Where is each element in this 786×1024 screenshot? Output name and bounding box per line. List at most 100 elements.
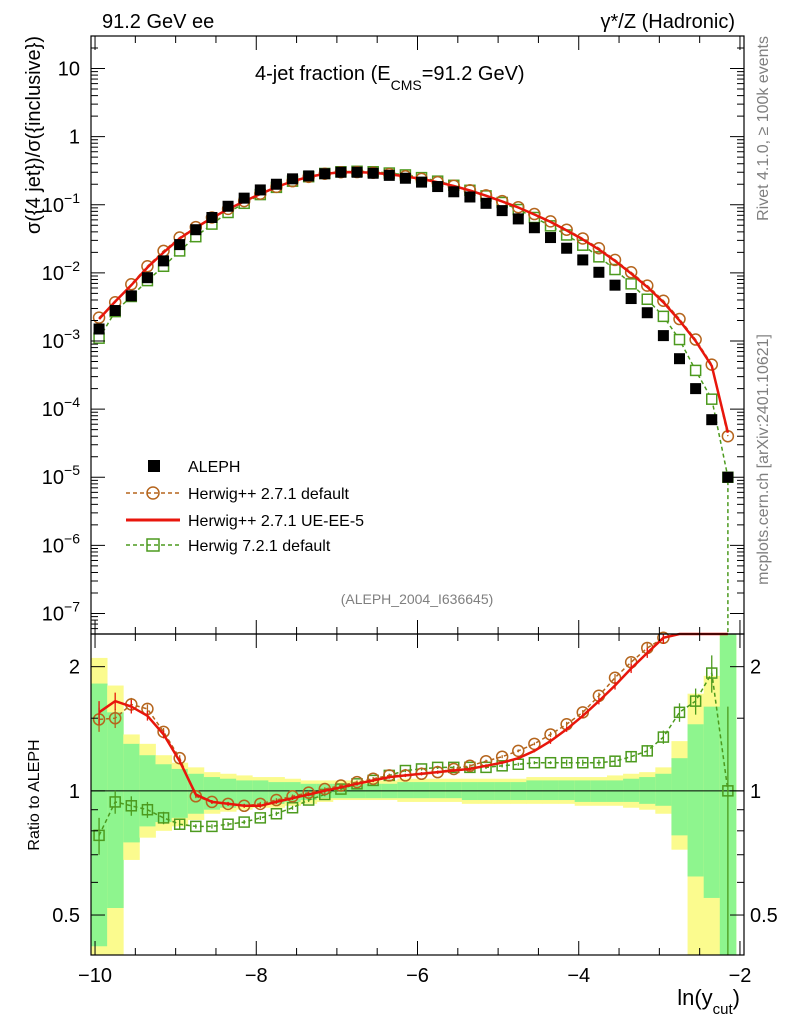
point-aleph	[238, 192, 250, 204]
ratio-point-herwig271-default	[463, 759, 477, 773]
point-aleph	[496, 205, 508, 217]
main-y-tick-label: 10−2	[42, 258, 80, 285]
x-tick-label: −4	[567, 965, 590, 987]
point-aleph	[206, 211, 218, 223]
band-inner-bin	[155, 764, 173, 823]
point-aleph	[593, 266, 605, 278]
process-label: γ*/Z (Hadronic)	[601, 11, 735, 33]
band-inner-bin	[236, 780, 253, 806]
point-herwig271-default	[657, 294, 670, 307]
point-herwig271-default	[528, 207, 541, 221]
band-inner-bin	[655, 773, 672, 806]
point-herwig721	[673, 333, 686, 346]
ratio-point-herwig721	[625, 750, 637, 763]
ratio-point-herwig721	[206, 820, 218, 833]
main-y-tick-base: 1	[69, 127, 80, 149]
point-aleph	[254, 184, 266, 196]
legend-label-herwig721: Herwig 7.2.1 default	[188, 538, 331, 555]
plot-title-subscript: CMS	[391, 77, 422, 93]
main-y-tick-exponent: −6	[64, 530, 80, 546]
ratio-point-herwig721	[496, 760, 508, 772]
point-aleph	[577, 254, 589, 266]
main-y-tick-label: 10−5	[42, 462, 80, 489]
main-y-tick-label: 10−3	[42, 326, 80, 353]
point-aleph	[706, 414, 718, 426]
energy-label: 91.2 GeV ee	[102, 11, 214, 33]
point-herwig271-default	[689, 333, 702, 346]
legend-entry-aleph: ALEPH	[148, 459, 240, 476]
plot-title-main: 4-jet fraction (E	[255, 63, 391, 85]
band-inner-bin	[252, 780, 269, 804]
x-tick-label: −2	[729, 965, 752, 987]
ratio-point-herwig721	[706, 667, 718, 679]
band-inner-bin	[558, 780, 576, 801]
point-aleph	[641, 307, 653, 319]
x-axis-title: ln(ycut)	[677, 985, 740, 1018]
point-herwig271-default	[125, 278, 138, 291]
ratio-point-herwig721	[125, 800, 138, 812]
band-inner-bin	[397, 782, 414, 799]
legend-marker-aleph	[148, 460, 160, 472]
point-herwig271-default	[673, 312, 686, 326]
point-herwig271-default	[608, 253, 622, 267]
main-y-tick-label: 10−7	[42, 598, 80, 625]
ratio-point-herwig721	[609, 755, 621, 767]
main-y-tick-label: 10	[58, 59, 80, 81]
point-aleph	[125, 290, 137, 302]
ratio-y-tick-label-left: 1	[69, 781, 80, 803]
band-inner-bin	[687, 724, 705, 877]
point-aleph	[222, 200, 234, 212]
ratio-point-herwig721	[173, 818, 186, 830]
ratio-point-herwig721	[286, 801, 299, 814]
x-axis-title-subscript: cut	[713, 1001, 734, 1018]
ratio-point-herwig271-default	[512, 744, 525, 758]
ratio-point-herwig721	[544, 756, 557, 769]
ratio-y-tick-label-left: 2	[69, 657, 80, 679]
main-y-tick-base: 10	[42, 331, 64, 353]
ratio-point-herwig721	[254, 812, 267, 824]
legend-entry-herwig721: Herwig 7.2.1 default	[126, 538, 331, 555]
point-aleph	[690, 383, 702, 395]
band-inner-bin	[623, 778, 640, 802]
main-y-tick-base: 10	[42, 467, 64, 489]
point-aleph	[545, 232, 557, 244]
main-y-tick-exponent: −5	[64, 462, 80, 478]
main-y-axis-title: σ({4 jet})/σ({inclusive})	[23, 36, 45, 234]
series-line-herwig271-ueee5	[98, 170, 730, 433]
main-y-tick-label: 10−1	[42, 190, 80, 217]
ratio-point-herwig721	[577, 756, 589, 769]
point-aleph	[722, 471, 734, 483]
point-aleph	[190, 224, 202, 236]
point-aleph	[335, 166, 347, 178]
band-inner-bin	[542, 780, 559, 801]
main-y-tick-exponent: −7	[64, 598, 80, 614]
x-tick-label: −6	[406, 965, 429, 987]
ratio-line-herwig271-ueee5	[98, 632, 728, 808]
ratio-point-herwig721	[528, 756, 541, 769]
band-inner-bin	[171, 768, 189, 818]
x-axis-title-main: ln(y	[677, 985, 712, 1010]
ratio-uncertainty-bands	[91, 634, 744, 955]
point-aleph	[383, 169, 395, 181]
ratio-point-herwig721	[109, 796, 121, 808]
point-aleph	[416, 176, 428, 188]
point-herwig721	[609, 263, 621, 276]
legend: ALEPH Herwig++ 2.7.1 default Herwig++ 2.…	[126, 459, 364, 555]
main-y-tick-base: 10	[42, 263, 64, 285]
point-herwig271-default	[560, 223, 573, 236]
point-aleph	[625, 293, 637, 305]
legend-marker-herwig271-default	[146, 486, 160, 500]
ratio-y-tick-label-right: 1	[750, 781, 761, 803]
point-herwig721	[625, 278, 637, 290]
band-inner-bin	[445, 782, 463, 799]
band-inner-bin	[203, 777, 221, 810]
point-herwig271-default	[141, 260, 154, 273]
ratio-point-herwig721	[689, 695, 702, 707]
point-herwig271-default	[576, 232, 590, 245]
point-herwig271-default	[641, 279, 654, 292]
point-aleph	[561, 242, 573, 254]
ratio-point-herwig271-default	[108, 711, 122, 725]
point-aleph	[432, 181, 444, 193]
ratio-point-herwig721	[641, 745, 654, 757]
point-herwig721	[593, 251, 605, 263]
